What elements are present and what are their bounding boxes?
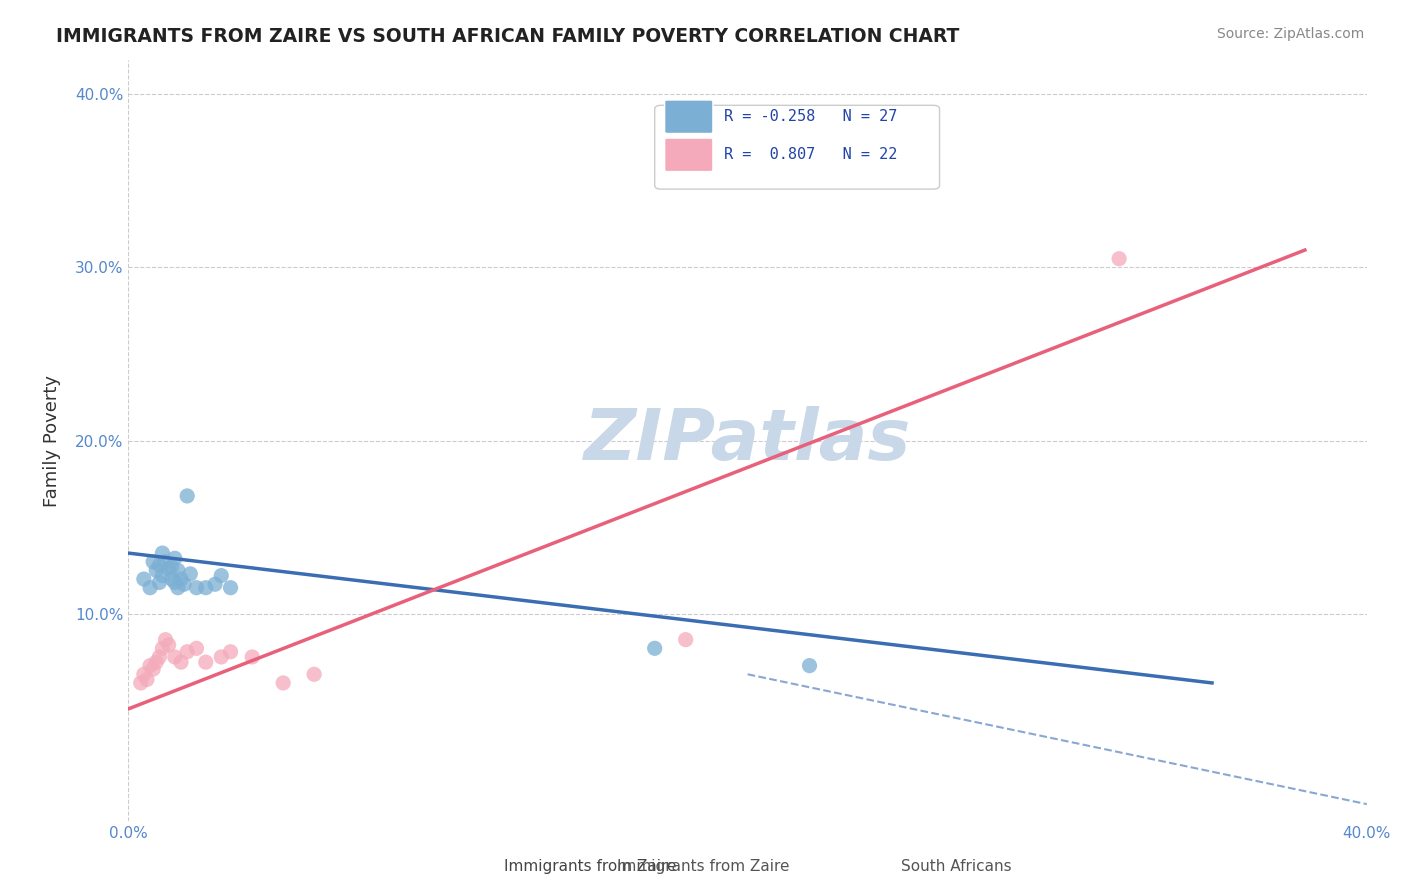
Point	[209, 650, 232, 665]
Text: IMMIGRANTS FROM ZAIRE VS SOUTH AFRICAN FAMILY POVERTY CORRELATION CHART: IMMIGRANTS FROM ZAIRE VS SOUTH AFRICAN F…	[56, 27, 960, 45]
Point	[160, 560, 183, 574]
Point	[142, 555, 165, 569]
Point	[173, 577, 195, 591]
Point	[148, 650, 170, 665]
Text: R = -0.258   N = 27: R = -0.258 N = 27	[724, 109, 897, 124]
Point	[186, 641, 208, 656]
Point	[186, 581, 208, 595]
Point	[644, 641, 666, 656]
Point	[148, 558, 170, 573]
Text: Source: ZipAtlas.com: Source: ZipAtlas.com	[1216, 27, 1364, 41]
Point	[194, 581, 217, 595]
Point	[132, 572, 155, 586]
Point	[142, 662, 165, 676]
Point	[219, 581, 242, 595]
Text: Immigrants from Zaire: Immigrants from Zaire	[617, 859, 789, 874]
Point	[129, 676, 152, 690]
Point	[675, 632, 697, 647]
Point	[179, 566, 201, 581]
FancyBboxPatch shape	[665, 100, 713, 134]
Text: R =  0.807   N = 22: R = 0.807 N = 22	[724, 147, 897, 162]
Point	[167, 581, 190, 595]
Point	[1108, 252, 1130, 266]
Y-axis label: Family Poverty: Family Poverty	[44, 375, 60, 507]
Point	[204, 577, 226, 591]
Point	[271, 676, 294, 690]
Point	[176, 645, 198, 659]
Point	[132, 667, 155, 681]
FancyBboxPatch shape	[655, 105, 939, 189]
Point	[163, 650, 186, 665]
Point	[219, 645, 242, 659]
Point	[145, 655, 167, 669]
Point	[157, 638, 180, 652]
Point	[148, 575, 170, 590]
Text: Immigrants from Zaire: Immigrants from Zaire	[505, 859, 676, 874]
Point	[155, 555, 177, 569]
Point	[155, 632, 177, 647]
Point	[152, 546, 174, 560]
Point	[209, 568, 232, 582]
Point	[139, 581, 162, 595]
Point	[136, 673, 159, 687]
Point	[176, 489, 198, 503]
Text: ZIPatlas: ZIPatlas	[583, 406, 911, 475]
Point	[799, 658, 821, 673]
Point	[152, 641, 174, 656]
Point	[194, 655, 217, 669]
Point	[163, 575, 186, 590]
Point	[240, 650, 263, 665]
FancyBboxPatch shape	[665, 138, 713, 171]
Point	[167, 563, 190, 577]
Point	[163, 551, 186, 566]
Point	[157, 562, 180, 576]
Point	[145, 563, 167, 577]
Point	[170, 572, 193, 586]
Text: South Africans: South Africans	[901, 859, 1011, 874]
Point	[152, 568, 174, 582]
Point	[139, 658, 162, 673]
Point	[160, 572, 183, 586]
Point	[302, 667, 325, 681]
Point	[170, 655, 193, 669]
